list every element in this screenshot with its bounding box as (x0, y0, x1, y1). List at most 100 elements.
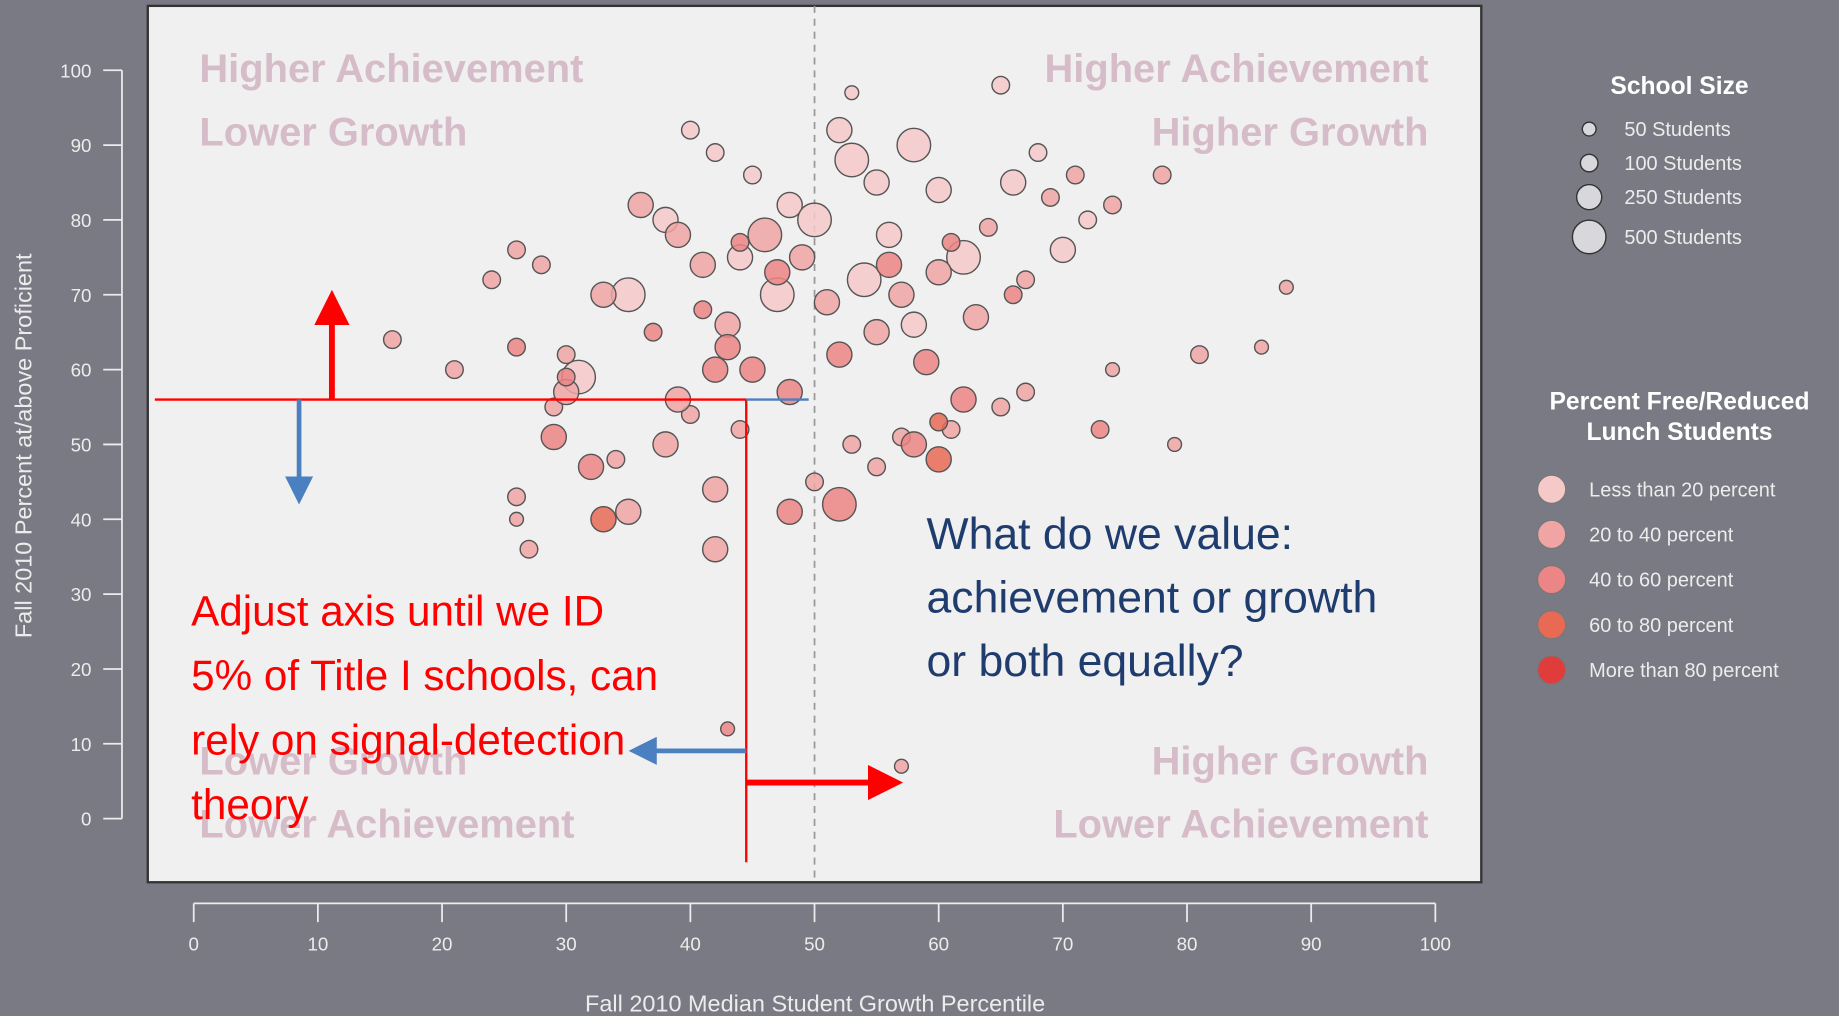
bubble (1278, 279, 1294, 295)
bubble (813, 288, 841, 316)
bubble (821, 486, 857, 522)
x-tick-label: 10 (307, 933, 328, 954)
bubble (705, 143, 725, 163)
bubble (590, 506, 617, 533)
y-tick-label: 40 (71, 509, 92, 530)
bubble (680, 404, 700, 425)
bubble (643, 322, 663, 342)
quadrant-label: Lower Achievement (1053, 803, 1428, 847)
bubble (1152, 165, 1172, 185)
bubble (606, 449, 626, 469)
bubble (950, 386, 977, 413)
bubble (556, 367, 576, 387)
legend-title: Percent Free/Reduced (1550, 388, 1810, 415)
x-tick-label: 50 (804, 933, 825, 954)
bubble (730, 232, 750, 252)
bubble (507, 240, 527, 260)
quadrant-label: Lower Growth (199, 110, 467, 154)
bubble (788, 244, 816, 271)
bubble (652, 431, 679, 458)
bubble (826, 341, 853, 368)
bubble (925, 446, 952, 473)
quadrant-label: Higher Achievement (199, 47, 583, 91)
bubble (507, 487, 527, 507)
x-tick-label: 70 (1052, 933, 1073, 954)
bubble (863, 169, 890, 196)
bubble (1090, 419, 1110, 439)
legend-color-marker (1536, 655, 1567, 685)
bubble (1065, 165, 1085, 185)
legend-label: 250 Students (1624, 187, 1742, 209)
bubble (900, 311, 928, 338)
bubble (1253, 339, 1270, 355)
x-tick-label: 20 (432, 933, 453, 954)
legend-color-marker (1536, 564, 1567, 595)
x-tick-label: 60 (928, 933, 949, 954)
y-tick-label: 30 (71, 584, 92, 605)
bubble (1003, 285, 1023, 305)
bubble (507, 337, 527, 357)
bubble (508, 511, 525, 527)
bubble (913, 348, 940, 376)
bubble (999, 169, 1027, 196)
x-tick-label: 90 (1301, 933, 1322, 954)
bubble (664, 221, 692, 249)
legend-label: 40 to 60 percent (1589, 570, 1734, 592)
legend-color-marker (1536, 474, 1567, 504)
bubble (1104, 361, 1121, 378)
bubble (929, 412, 949, 432)
bubble (714, 311, 741, 338)
legend-label: 60 to 80 percent (1589, 615, 1734, 637)
bubble (875, 251, 903, 279)
bubble (1078, 210, 1098, 230)
bubble (1016, 270, 1036, 290)
legend-color-marker (1536, 519, 1567, 550)
bubble (797, 202, 833, 238)
quadrant-label: Lower Growth (199, 739, 467, 783)
bubble (962, 303, 990, 331)
x-tick-label: 40 (680, 933, 701, 954)
legend-size-marker (1575, 183, 1603, 211)
bubble (519, 539, 539, 559)
annotation-red: theory (191, 781, 309, 828)
quadrant-label: Higher Growth (1152, 110, 1429, 154)
bubble (941, 232, 961, 252)
quadrant-label: Lower Achievement (199, 803, 574, 847)
x-tick-label: 0 (188, 933, 198, 954)
bubble (482, 270, 502, 290)
bubble (978, 217, 998, 237)
y-tick-label: 0 (81, 809, 91, 830)
bubble (764, 259, 791, 286)
x-tick-label: 30 (556, 933, 577, 954)
bubble (925, 176, 952, 204)
bubble (689, 251, 717, 279)
bubble (590, 281, 617, 309)
bubble (680, 120, 700, 140)
bubble (776, 498, 803, 526)
y-tick-label: 70 (71, 285, 92, 306)
bubble (382, 330, 402, 350)
bubble (1049, 236, 1077, 264)
y-axis-label: Fall 2010 Percent at/above Proficient (11, 253, 37, 638)
y-tick-label: 50 (71, 434, 92, 455)
bubble (888, 281, 915, 309)
legend-title: School Size (1610, 73, 1748, 100)
bubble (693, 300, 713, 320)
legend-color-marker (1536, 610, 1567, 640)
bubble (991, 397, 1011, 417)
legend-title: Lunch Students (1586, 419, 1772, 446)
bubble (991, 75, 1011, 95)
bubble (701, 476, 729, 503)
bubble (826, 116, 853, 144)
bubble (846, 262, 882, 298)
bubble (747, 217, 783, 253)
legend-size-marker (1579, 153, 1599, 173)
x-tick-label: 100 (1420, 933, 1451, 954)
bubble (863, 318, 890, 346)
bubble (925, 259, 952, 286)
bubble (730, 419, 750, 439)
legend-label: 50 Students (1624, 119, 1730, 141)
bubble (544, 397, 564, 417)
x-axis-label: Fall 2010 Median Student Growth Percenti… (585, 990, 1045, 1016)
